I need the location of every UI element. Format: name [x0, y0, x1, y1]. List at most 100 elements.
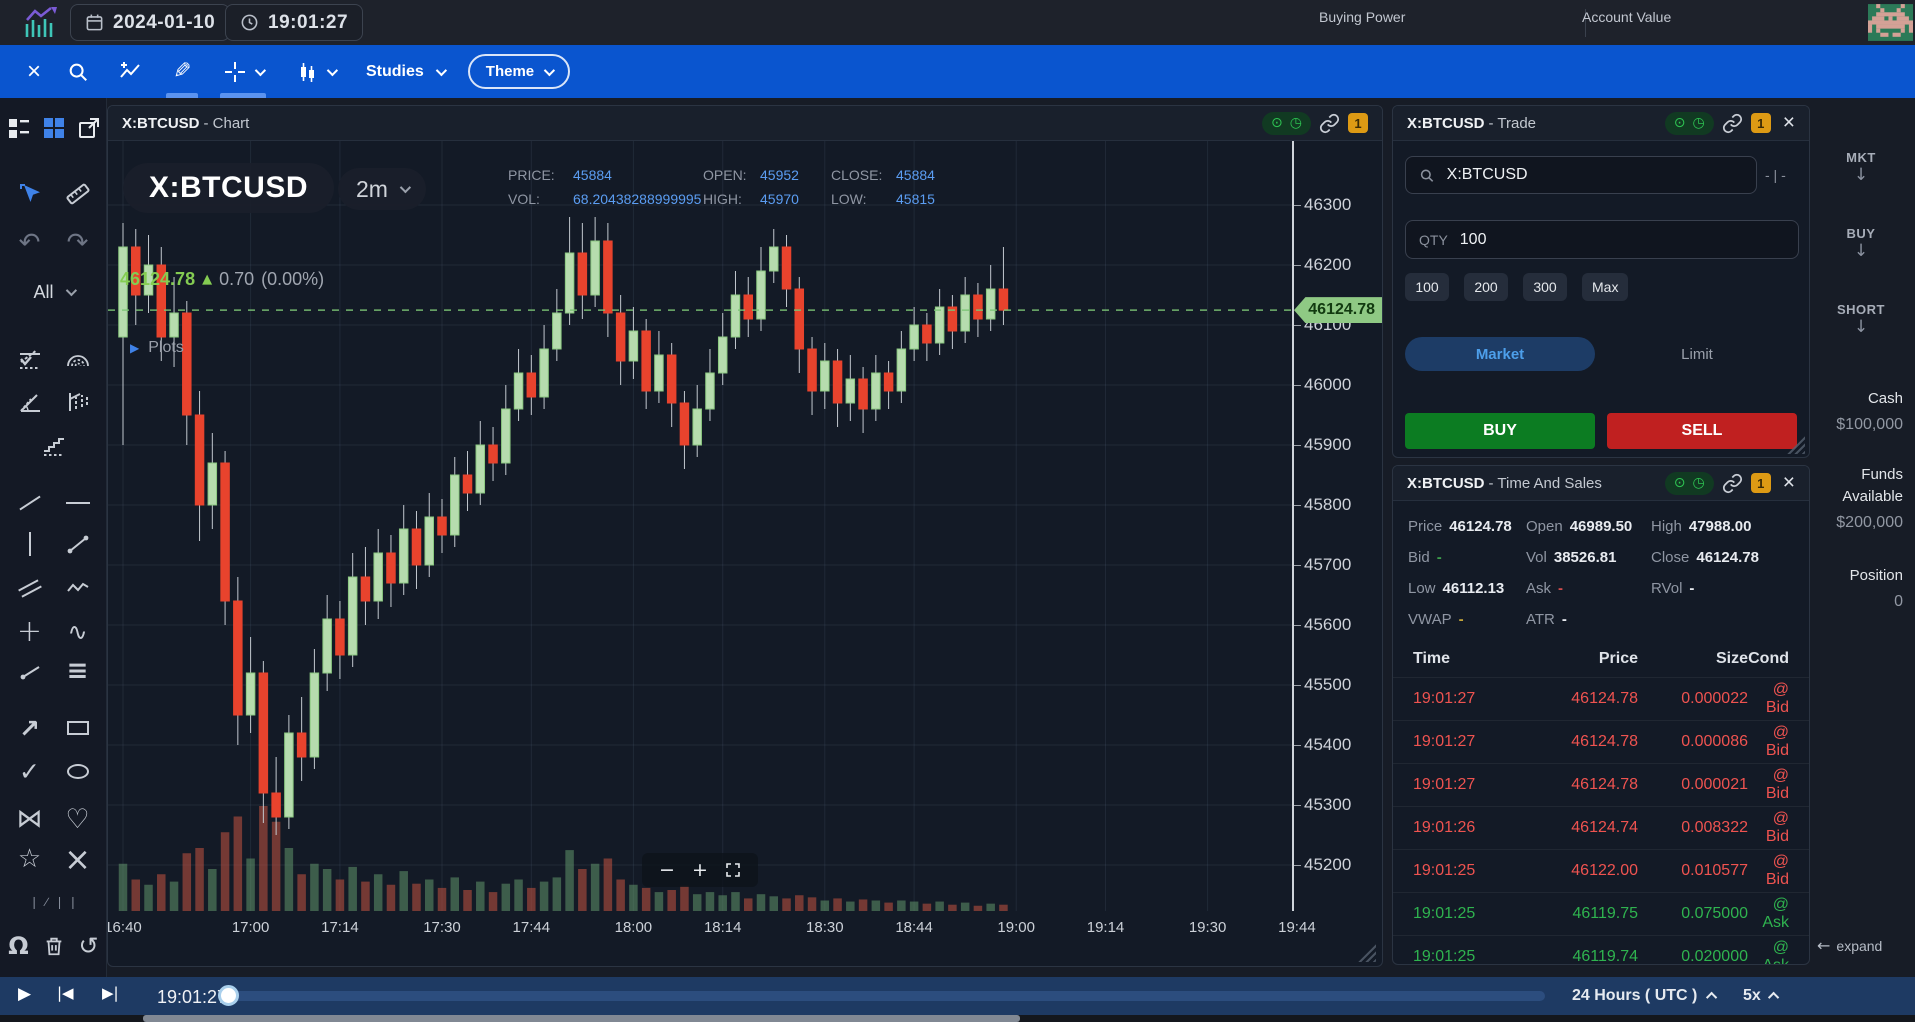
rectangle-tool-icon[interactable]: [63, 713, 93, 743]
cursor-tool-icon[interactable]: [15, 179, 45, 209]
time-picker[interactable]: 19:01:27: [225, 4, 364, 41]
quantity-input[interactable]: [1457, 229, 1785, 250]
close-tool-button[interactable]: ×: [26, 57, 41, 85]
vertical-line-tool-icon[interactable]: [15, 529, 45, 559]
group-badge[interactable]: 1: [1750, 113, 1771, 133]
column-header-price[interactable]: Price: [1598, 650, 1638, 667]
trend-lines-tool-icon[interactable]: [15, 344, 45, 374]
chart-type-button[interactable]: [286, 45, 344, 98]
tool-filter-label[interactable]: All: [33, 281, 54, 302]
preset-300[interactable]: 300: [1523, 273, 1567, 301]
trash-icon[interactable]: [39, 931, 69, 961]
ellipse-tool-icon[interactable]: [63, 756, 93, 786]
dock-item-buy[interactable]: BUY ↓: [1821, 226, 1901, 260]
trend-angle-tool-icon[interactable]: [15, 387, 45, 417]
skip-forward-button[interactable]: ▶|: [102, 984, 119, 1002]
expand-button[interactable]: ← expand: [1817, 938, 1882, 955]
ruler-tool-icon[interactable]: [63, 179, 93, 209]
trade-panel-header[interactable]: X:BTCUSD - Trade ⊙ ◷ 1 ×: [1393, 106, 1809, 141]
timeframe-selector[interactable]: 2m: [338, 168, 426, 210]
draw-tool-button[interactable]: ✎: [160, 45, 204, 98]
zigzag-tool-icon[interactable]: [63, 573, 93, 603]
price-range-tool-icon[interactable]: ≡: [66, 656, 89, 686]
crosshair-button[interactable]: [214, 45, 272, 98]
check-tool-icon[interactable]: ✓: [19, 756, 40, 786]
sync-pill[interactable]: ⊙ ◷: [1664, 471, 1714, 495]
column-header-cond[interactable]: Cond: [1748, 650, 1789, 667]
chart-symbol-pill[interactable]: X:BTCUSD: [123, 163, 334, 213]
play-button[interactable]: ▶: [18, 984, 32, 1004]
symbol-search-field[interactable]: [1405, 156, 1757, 194]
curve-tool-icon[interactable]: ∿: [67, 618, 88, 646]
search-button[interactable]: [56, 45, 100, 98]
close-icon[interactable]: ×: [1782, 111, 1795, 134]
triangles-tool-icon[interactable]: ⋈: [16, 804, 43, 834]
chart-resize-handle[interactable]: [1358, 944, 1376, 962]
tas-row[interactable]: 19:01:25 46119.75 0.075000 @ Ask: [1393, 892, 1809, 935]
link-icon[interactable]: [1722, 113, 1743, 134]
horizontal-scrollbar[interactable]: [0, 1015, 1915, 1022]
column-header-time[interactable]: Time: [1413, 650, 1451, 667]
pitchfork-tool-icon[interactable]: [63, 387, 93, 417]
layout-list-icon[interactable]: [4, 113, 34, 143]
add-indicator-button[interactable]: [108, 45, 152, 98]
zoom-out-button[interactable]: −: [659, 858, 675, 881]
close-icon[interactable]: ×: [1782, 471, 1795, 494]
time-axis[interactable]: 16:40 17:00 17:14 17:30 17:44 18:00 18:14 18:30…: [108, 911, 1382, 945]
cross-tool-icon[interactable]: +: [16, 614, 43, 649]
ray-tool-icon[interactable]: [15, 656, 45, 686]
avatar[interactable]: [1868, 0, 1913, 45]
link-icon[interactable]: [1722, 473, 1743, 494]
tas-row[interactable]: 19:01:25 46122.00 0.010577 @ Bid: [1393, 849, 1809, 892]
skip-back-button[interactable]: |◀: [57, 984, 74, 1002]
magnet-tool-icon[interactable]: Ω: [8, 932, 29, 960]
tas-row[interactable]: 19:01:27 46124.78 0.000021 @ Bid: [1393, 763, 1809, 806]
playback-slider-handle[interactable]: [218, 985, 239, 1006]
buy-button[interactable]: BUY: [1405, 413, 1595, 449]
tab-limit[interactable]: Limit: [1681, 345, 1713, 363]
horizontal-line-tool-icon[interactable]: [63, 488, 93, 518]
chart-plot-area[interactable]: X:BTCUSD 2m PRICE: 45884 VOL: 68.2043828…: [108, 141, 1292, 911]
redo-icon[interactable]: ↷: [66, 228, 89, 258]
tas-row[interactable]: 19:01:27 46124.78 0.000086 @ Bid: [1393, 720, 1809, 763]
trendline-tool-icon[interactable]: [15, 488, 45, 518]
column-header-size[interactable]: Size: [1715, 650, 1748, 667]
symbol-search-input[interactable]: [1444, 165, 1743, 185]
scrollbar-thumb[interactable]: [143, 1015, 1020, 1022]
star-tool-icon[interactable]: ☆: [17, 844, 42, 874]
reset-icon[interactable]: ↺: [78, 932, 99, 960]
zoom-in-button[interactable]: +: [691, 858, 708, 881]
arrow-tool-icon[interactable]: ↗: [19, 713, 40, 743]
fullscreen-icon[interactable]: [725, 862, 741, 878]
time-sales-header[interactable]: X:BTCUSD - Time And Sales ⊙ ◷ 1 ×: [1393, 466, 1809, 501]
tas-row[interactable]: 19:01:26 46124.74 0.008322 @ Bid: [1393, 806, 1809, 849]
quantity-field[interactable]: QTY: [1405, 220, 1799, 259]
range-selector[interactable]: 24 Hours ( UTC ): [1572, 987, 1718, 1005]
open-window-icon[interactable]: [74, 113, 104, 143]
speed-selector[interactable]: 5x: [1743, 987, 1780, 1005]
tas-row[interactable]: 19:01:27 46124.78 0.000022 @ Bid: [1393, 677, 1809, 720]
sync-pill[interactable]: ⊙ ◷: [1664, 111, 1714, 135]
link-icon[interactable]: [1319, 113, 1340, 134]
x-mark-tool-icon[interactable]: ×: [64, 840, 91, 878]
heart-tool-icon[interactable]: ♡: [65, 803, 90, 835]
group-badge[interactable]: 1: [1750, 473, 1771, 493]
date-picker[interactable]: 2024-01-10: [70, 4, 231, 41]
undo-icon[interactable]: ↶: [18, 228, 41, 258]
fib-arcs-tool-icon[interactable]: [63, 344, 93, 374]
plots-toggle[interactable]: ▶ Plots: [130, 339, 184, 357]
group-badge[interactable]: 1: [1348, 113, 1368, 133]
chart-window-header[interactable]: X:BTCUSD - Chart ⊙ ◷ 1: [108, 106, 1382, 141]
preset-200[interactable]: 200: [1464, 273, 1508, 301]
tab-market[interactable]: Market: [1405, 337, 1595, 371]
sync-pill[interactable]: ⊙ ◷: [1262, 111, 1311, 135]
sell-button[interactable]: SELL: [1607, 413, 1797, 449]
playback-slider-track[interactable]: [228, 991, 1545, 1001]
dock-item-mkt[interactable]: MKT ↓: [1821, 150, 1901, 184]
theme-button[interactable]: Theme: [467, 54, 571, 89]
dock-item-short[interactable]: SHORT ↓: [1821, 302, 1901, 336]
preset-100[interactable]: 100: [1405, 273, 1449, 301]
studies-button[interactable]: Studies: [356, 45, 454, 98]
segment-tool-icon[interactable]: [63, 529, 93, 559]
